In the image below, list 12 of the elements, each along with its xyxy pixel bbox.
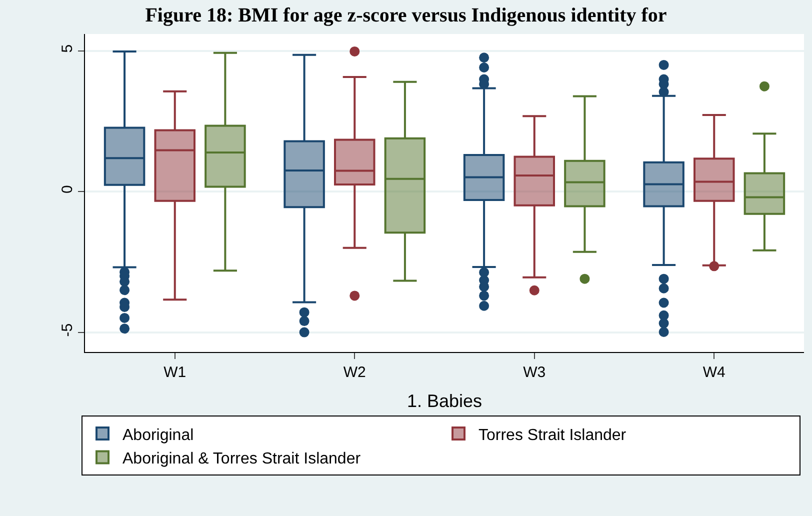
legend-label: Aboriginal xyxy=(122,426,194,444)
y-tick-label: 5 xyxy=(59,44,76,53)
x-axis-title: 1. Babies xyxy=(406,391,482,412)
x-tick-label: W1 xyxy=(164,364,186,381)
chart-title: Figure 18: BMI for age z-score versus Indigenous identity for xyxy=(145,4,667,27)
legend-label: Torres Strait Islander xyxy=(478,426,627,444)
y-tick-label: 0 xyxy=(59,185,76,194)
y-tick-label: -5 xyxy=(59,323,76,337)
x-tick-label: W2 xyxy=(343,364,366,381)
x-tick-label: W4 xyxy=(702,364,726,381)
x-tick-label: W3 xyxy=(523,364,546,381)
legend-label: Aboriginal & Torres Strait Islander xyxy=(122,450,362,468)
